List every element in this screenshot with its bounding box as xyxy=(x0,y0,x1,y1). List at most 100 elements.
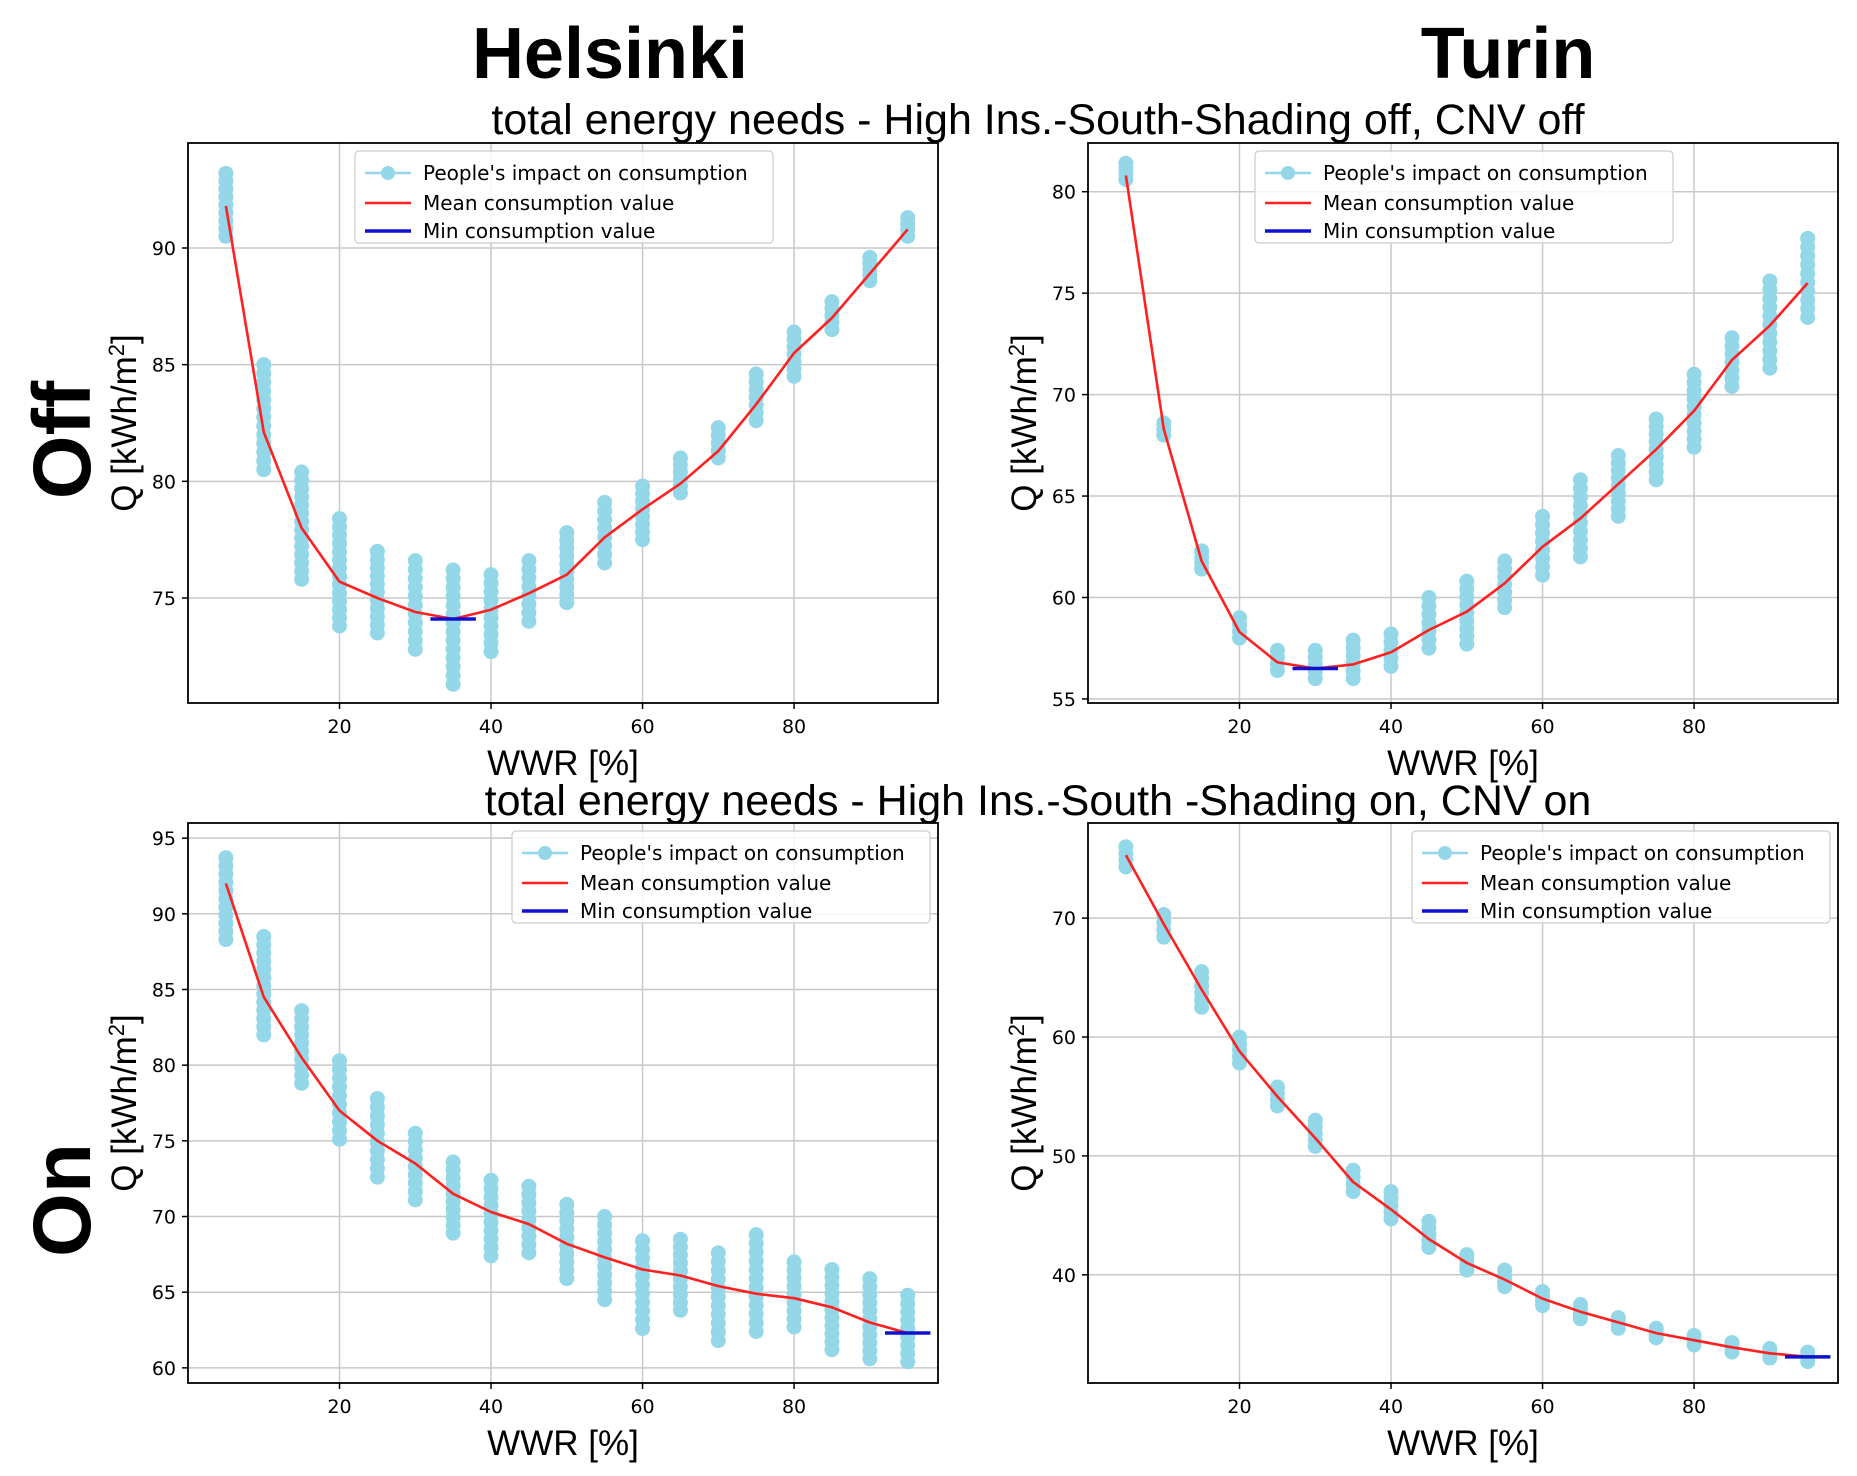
x-tick-label: 60 xyxy=(1530,1396,1554,1418)
scatter-point xyxy=(1232,610,1248,626)
axes-frame xyxy=(1087,822,1839,1384)
scatter-point xyxy=(710,420,726,436)
y-tick-label: 90 xyxy=(152,904,176,926)
legend-label: Min consumption value xyxy=(423,219,655,243)
suptitle-off: total energy needs - High Ins.-South-Sha… xyxy=(491,96,1585,144)
axes-frame xyxy=(1087,142,1839,704)
scatter-point xyxy=(521,1178,537,1194)
scatter-point xyxy=(710,1245,726,1261)
legend-label: Mean consumption value xyxy=(1480,871,1731,895)
y-tick-label: 90 xyxy=(152,238,176,260)
scatter-point xyxy=(635,1233,651,1249)
mean-consumption-line xyxy=(1124,175,1809,670)
x-axis-label: WWR [%] xyxy=(1387,744,1539,783)
scatter-point xyxy=(786,324,802,340)
scatter-point xyxy=(407,553,423,569)
x-tick-label: 80 xyxy=(1682,1396,1706,1418)
scatter-point xyxy=(407,1125,423,1141)
y-axis-label-main: Q [kWh/m xyxy=(105,356,144,512)
legend: People's impact on consumption Mean consu… xyxy=(1411,830,1831,924)
y-tick-label: 75 xyxy=(1052,283,1076,305)
scatter-point xyxy=(748,366,764,382)
scatter-point xyxy=(1232,1029,1248,1045)
legend: People's impact on consumption Mean consu… xyxy=(354,150,774,244)
mean-consumption-line xyxy=(224,205,909,621)
scatter-point xyxy=(862,1271,878,1287)
scatter-point xyxy=(218,165,234,181)
scatter-point xyxy=(1118,155,1134,171)
scatter-point xyxy=(1345,1162,1361,1178)
scatter-point xyxy=(900,210,916,226)
mean-consumption-line xyxy=(1124,854,1808,1359)
x-tick-label: 60 xyxy=(630,716,654,738)
scatter-point xyxy=(559,1196,575,1212)
scatter-point xyxy=(1497,1262,1513,1278)
chart-panel-1: 20 40 60 80 75 80 85 90 WWR [%] Q [kWh/m2] People'… xyxy=(104,142,939,783)
y-tick-label: 65 xyxy=(152,1282,176,1304)
legend-label: People's impact on consumption xyxy=(423,161,748,185)
scatter-point xyxy=(1307,1112,1323,1128)
scatter-point xyxy=(635,478,651,494)
scatter-point xyxy=(1421,1213,1437,1229)
y-tick-label: 75 xyxy=(152,588,176,610)
x-axis-label: WWR [%] xyxy=(487,1424,639,1463)
chart-panel-2: 20 40 60 80 55 60 65 70 75 80 WWR [%] Q [kWh/m2] Peo… xyxy=(1004,142,1839,783)
scatter-point xyxy=(1307,642,1323,658)
legend-label: People's impact on consumption xyxy=(580,841,905,865)
y-axis-label-superscript: 2 xyxy=(1004,344,1029,356)
scatter-point xyxy=(1572,1297,1588,1313)
y-axis-label: Q [kWh/m2] xyxy=(104,1014,144,1192)
scatter-point xyxy=(256,929,272,945)
scatter-point xyxy=(1459,573,1475,589)
x-tick-label: 20 xyxy=(1227,1396,1251,1418)
y-tick-label: 60 xyxy=(1052,587,1076,609)
legend-label: People's impact on consumption xyxy=(1480,841,1805,865)
x-tick-label: 60 xyxy=(630,1396,654,1418)
scatter-point xyxy=(1762,273,1778,289)
chart-panel-4: 20 40 60 80 40 50 60 70 WWR [%] Q [kWh/m2] People'… xyxy=(1004,822,1839,1463)
scatter-point xyxy=(672,450,688,466)
y-tick-label: 60 xyxy=(152,1358,176,1380)
scatter-point xyxy=(483,567,499,583)
x-tick-label: 80 xyxy=(1682,716,1706,738)
scatter-point xyxy=(1118,839,1134,855)
scatter-point xyxy=(862,249,878,265)
scatter-point xyxy=(1724,330,1740,346)
scatter-point xyxy=(218,850,234,866)
scatter-point xyxy=(332,511,348,527)
x-tick-label: 20 xyxy=(1227,716,1251,738)
city-title-turin: Turin xyxy=(1421,14,1596,94)
y-axis-label-superscript: 2 xyxy=(104,344,129,356)
legend-box xyxy=(354,150,774,244)
legend: People's impact on consumption Mean consu… xyxy=(1254,150,1674,244)
y-tick-label: 70 xyxy=(1052,385,1076,407)
y-axis-label-main: Q [kWh/m xyxy=(1005,356,1044,512)
x-axis-label: WWR [%] xyxy=(1387,1424,1539,1463)
legend-label: Min consumption value xyxy=(1323,219,1555,243)
legend-scatter-marker xyxy=(1438,846,1452,860)
scatter-point xyxy=(1497,553,1513,569)
scatter-point xyxy=(445,1154,461,1170)
chart-panel-3: 20 40 60 80 60 65 70 75 80 85 90 95 WWR [%] Q [kWh/m2… xyxy=(104,822,939,1463)
x-tick-label: 80 xyxy=(782,716,806,738)
legend-box xyxy=(511,830,931,924)
y-axis-label-superscript: 2 xyxy=(104,1024,129,1036)
scatter-point xyxy=(1535,508,1551,524)
scatter-point xyxy=(1459,1247,1475,1263)
scatter-point xyxy=(1269,642,1285,658)
legend-label: People's impact on consumption xyxy=(1323,161,1648,185)
scatter-point xyxy=(1572,472,1588,488)
y-tick-label: 50 xyxy=(1052,1146,1076,1168)
axes-frame xyxy=(187,822,939,1384)
row-label-off: Off xyxy=(17,380,108,499)
scatter-point xyxy=(256,357,272,373)
y-tick-label: 60 xyxy=(1052,1027,1076,1049)
legend-scatter-marker xyxy=(538,846,552,860)
y-axis-label-main: Q [kWh/m xyxy=(105,1036,144,1192)
y-axis-label: Q [kWh/m2] xyxy=(104,334,144,512)
y-tick-label: 70 xyxy=(152,1207,176,1229)
scatter-point xyxy=(1383,1184,1399,1200)
y-tick-label: 85 xyxy=(152,355,176,377)
y-tick-label: 65 xyxy=(1052,486,1076,508)
scatter-point xyxy=(748,1227,764,1243)
